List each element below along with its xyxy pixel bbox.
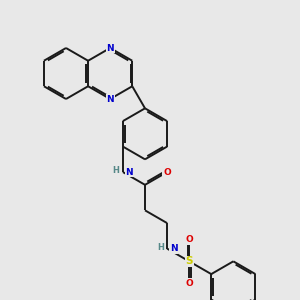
- Text: S: S: [185, 256, 193, 266]
- Text: O: O: [185, 235, 193, 244]
- Text: H: H: [112, 167, 119, 176]
- Text: N: N: [106, 44, 114, 52]
- Text: N: N: [106, 94, 114, 103]
- Text: N: N: [170, 244, 178, 253]
- Text: O: O: [185, 278, 193, 287]
- Text: H: H: [157, 243, 164, 252]
- Text: O: O: [163, 168, 171, 177]
- Text: N: N: [125, 168, 133, 177]
